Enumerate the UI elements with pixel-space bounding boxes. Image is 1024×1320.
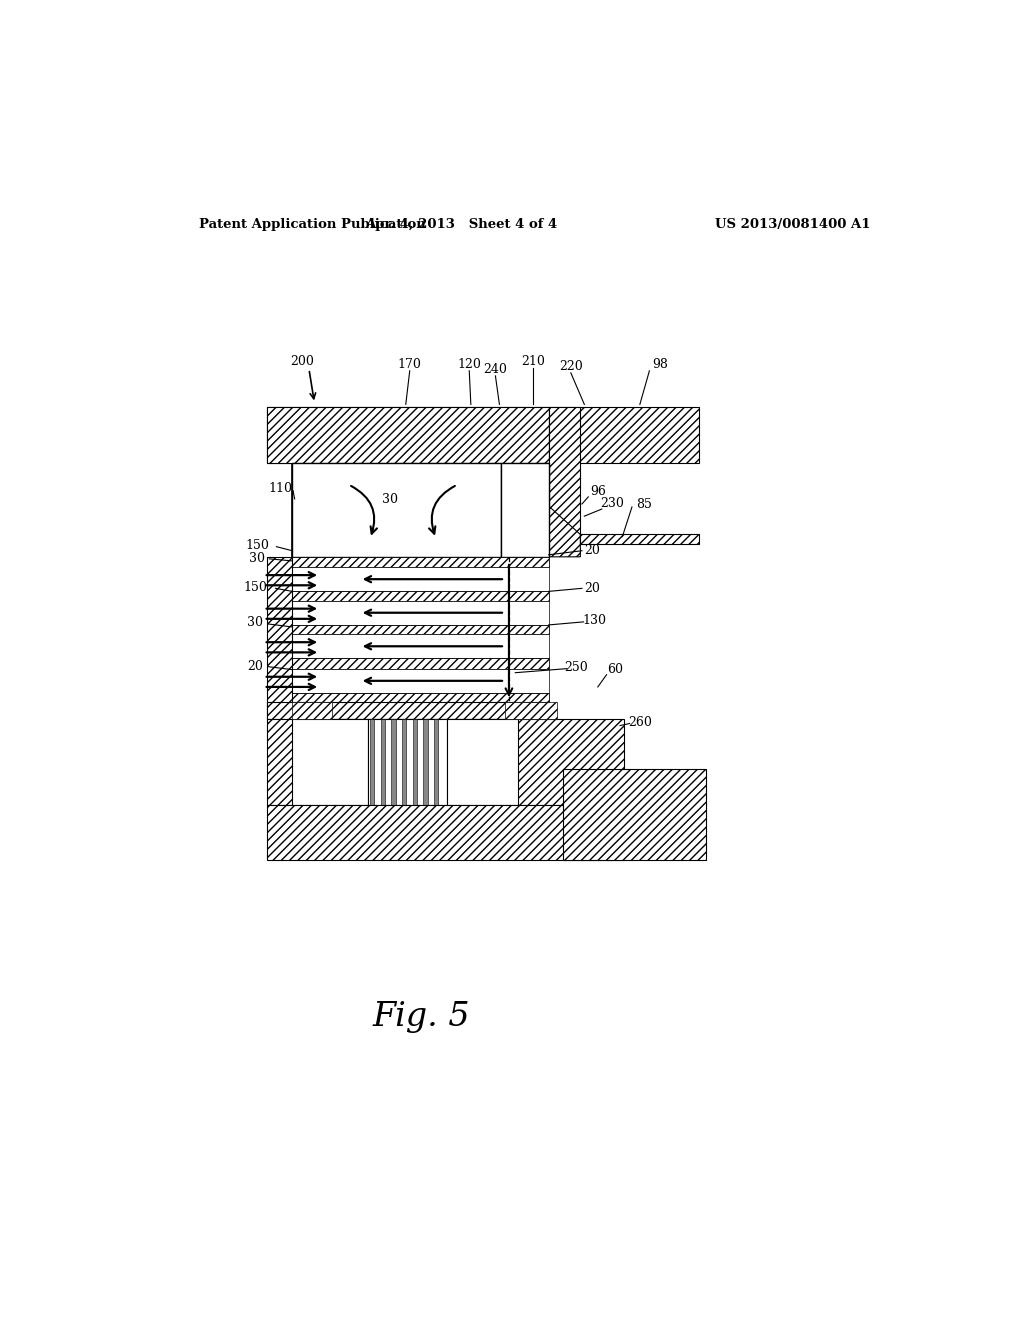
Bar	[292, 557, 549, 568]
Bar	[292, 601, 549, 624]
Bar	[267, 408, 549, 463]
Bar	[292, 463, 501, 557]
Text: Patent Application Publication: Patent Application Publication	[200, 218, 426, 231]
Bar	[267, 702, 549, 719]
Text: Apr. 4, 2013   Sheet 4 of 4: Apr. 4, 2013 Sheet 4 of 4	[366, 218, 557, 231]
Bar	[292, 719, 368, 805]
Text: 200: 200	[291, 355, 314, 368]
Bar	[381, 719, 385, 805]
Text: 120: 120	[458, 358, 481, 371]
Bar	[368, 719, 447, 805]
Text: 98: 98	[651, 358, 668, 371]
Bar	[549, 408, 581, 535]
Bar	[581, 535, 699, 544]
Bar	[267, 719, 624, 805]
Bar	[292, 669, 549, 693]
Text: 30: 30	[247, 616, 263, 630]
Text: US 2013/0081400 A1: US 2013/0081400 A1	[715, 218, 870, 231]
Text: 150: 150	[244, 581, 267, 594]
Polygon shape	[549, 506, 581, 557]
Bar	[413, 719, 417, 805]
Text: 60: 60	[607, 663, 624, 676]
Bar	[292, 591, 549, 601]
Bar	[501, 463, 549, 557]
Text: 230: 230	[600, 498, 624, 511]
Text: Fig. 5: Fig. 5	[373, 1002, 470, 1034]
Text: 30: 30	[382, 494, 398, 507]
Text: 85: 85	[636, 499, 652, 511]
Text: 250: 250	[564, 661, 588, 675]
Bar	[292, 624, 549, 634]
Bar	[292, 702, 332, 719]
Text: 110: 110	[268, 482, 293, 495]
Bar	[292, 693, 549, 702]
Text: 20: 20	[247, 660, 263, 673]
Text: 20: 20	[585, 582, 600, 595]
Bar	[434, 719, 438, 805]
Text: 210: 210	[521, 355, 545, 368]
Bar	[292, 463, 501, 557]
Text: 20: 20	[585, 544, 600, 557]
Text: 96: 96	[590, 486, 606, 498]
Bar	[563, 770, 706, 859]
Bar	[370, 719, 375, 805]
Bar	[391, 719, 395, 805]
Text: 240: 240	[483, 363, 507, 376]
Text: 30: 30	[250, 552, 265, 565]
Text: 260: 260	[628, 715, 652, 729]
Text: 130: 130	[583, 614, 606, 627]
Bar	[267, 408, 549, 463]
Bar	[292, 568, 549, 591]
Bar	[447, 719, 518, 805]
Bar	[505, 702, 557, 719]
Text: 170: 170	[397, 358, 422, 371]
Bar	[292, 659, 549, 669]
Bar	[292, 634, 549, 659]
Bar	[402, 719, 407, 805]
Text: 220: 220	[559, 360, 583, 374]
Bar	[549, 408, 699, 463]
Text: 150: 150	[246, 539, 269, 552]
Bar	[423, 719, 428, 805]
Bar	[267, 805, 624, 859]
Bar	[267, 557, 292, 719]
